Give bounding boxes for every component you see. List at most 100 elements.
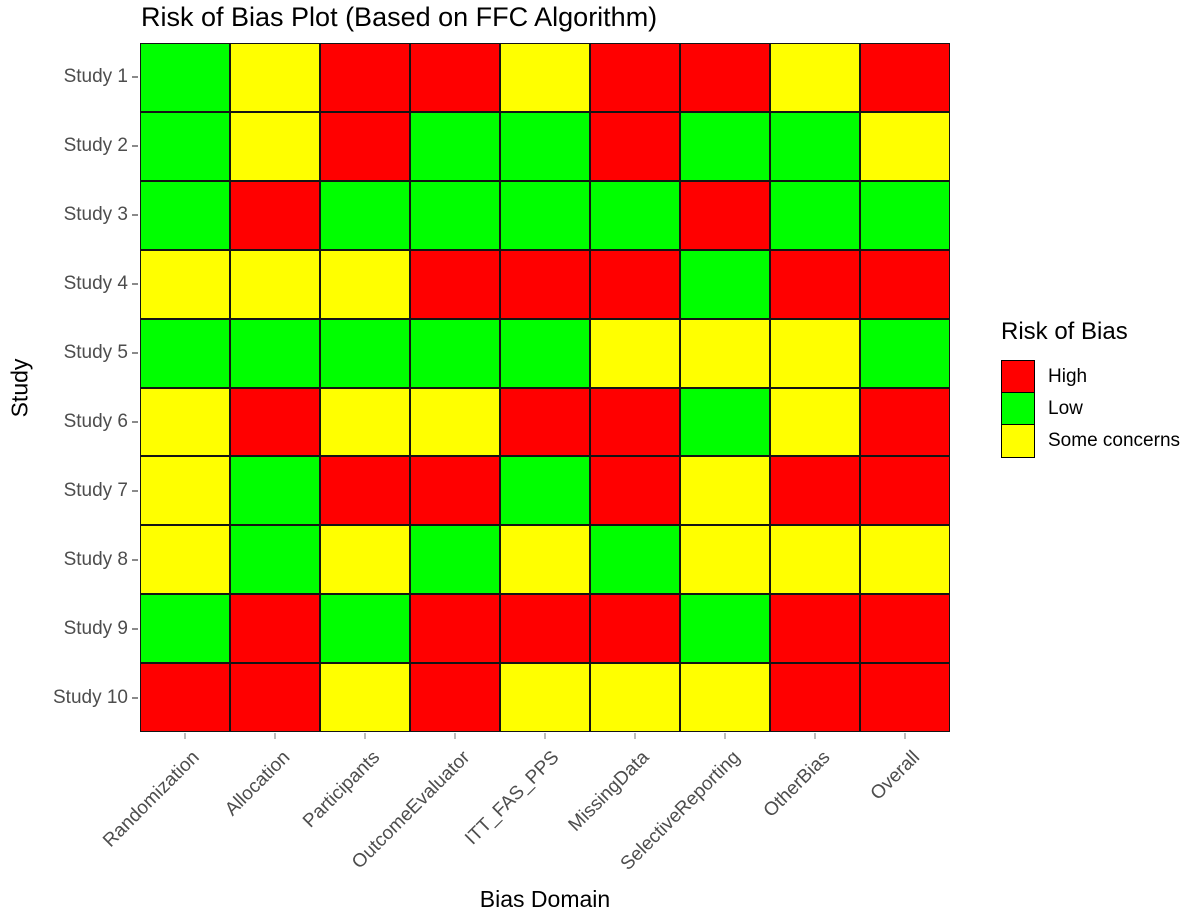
heatmap-cell bbox=[410, 180, 500, 250]
heatmap-cell bbox=[230, 318, 320, 388]
y-axis-tick bbox=[132, 145, 138, 148]
legend-title: Risk of Bias bbox=[1001, 318, 1128, 345]
legend-swatch-icon bbox=[1001, 423, 1035, 458]
plot-title: Risk of Bias Plot (Based on FFC Algorith… bbox=[141, 2, 658, 32]
y-tick-label: Study 10 bbox=[53, 686, 128, 708]
legend-entry: High bbox=[1001, 359, 1200, 394]
heatmap-cell bbox=[320, 456, 410, 526]
heatmap-cell bbox=[860, 594, 950, 664]
heatmap-cell bbox=[410, 43, 500, 112]
heatmap-cell bbox=[500, 525, 590, 595]
heatmap-cell bbox=[590, 456, 680, 526]
heatmap-cell bbox=[860, 180, 950, 250]
heatmap-cell bbox=[860, 456, 950, 526]
y-tick-label: Study 3 bbox=[63, 204, 128, 226]
y-tick-label: Study 8 bbox=[63, 548, 128, 570]
y-axis-tick-labels: Study 1 Study 2 Study 3 Study 4 Study 5 Study… bbox=[0, 43, 128, 732]
heatmap-cell bbox=[140, 180, 230, 250]
heatmap-cell bbox=[590, 318, 680, 388]
heatmap-cell bbox=[410, 663, 500, 732]
heatmap-cell bbox=[860, 43, 950, 112]
y-axis-tick bbox=[132, 420, 138, 423]
heatmap-cell bbox=[320, 525, 410, 595]
x-tick-label: ITT_FAS_PPS bbox=[461, 747, 564, 850]
heatmap-cell bbox=[230, 594, 320, 664]
heatmap-cell bbox=[770, 318, 860, 388]
heatmap-cell bbox=[230, 180, 320, 250]
legend-label: Low bbox=[1048, 397, 1083, 419]
x-axis-title: Bias Domain bbox=[479, 886, 611, 912]
heatmap-cell bbox=[230, 456, 320, 526]
y-tick-label: Study 4 bbox=[63, 273, 128, 295]
heatmap-cell bbox=[500, 249, 590, 319]
heatmap-cell bbox=[680, 525, 770, 595]
heatmap-cell bbox=[140, 249, 230, 319]
x-axis-tick bbox=[724, 733, 726, 739]
legend-entry: Some concerns bbox=[1001, 423, 1200, 458]
heatmap-cell bbox=[140, 318, 230, 388]
heatmap-cell bbox=[770, 594, 860, 664]
legend-swatch-icon bbox=[1001, 359, 1035, 394]
heatmap-cell bbox=[590, 43, 680, 112]
heatmap-cell bbox=[590, 525, 680, 595]
legend: Risk of Bias High Low Some concerns bbox=[1001, 318, 1200, 458]
x-axis-tick bbox=[904, 733, 906, 739]
legend-label: Some concerns bbox=[1048, 429, 1181, 451]
heatmap-cell bbox=[410, 456, 500, 526]
heatmap-cell bbox=[320, 249, 410, 319]
heatmap-cell bbox=[500, 387, 590, 457]
y-axis-tick bbox=[132, 352, 138, 355]
y-tick-label: Study 2 bbox=[63, 135, 128, 157]
heatmap-cell bbox=[230, 43, 320, 112]
x-tick-label: Randomization bbox=[99, 747, 204, 852]
heatmap-cell bbox=[140, 594, 230, 664]
heatmap-cell bbox=[770, 43, 860, 112]
heatmap-cell bbox=[770, 456, 860, 526]
x-axis-tick bbox=[184, 733, 186, 739]
y-tick-label: Study 6 bbox=[63, 410, 128, 432]
y-axis-tick bbox=[132, 558, 138, 561]
heatmap-cell bbox=[590, 387, 680, 457]
x-tick-label: Overall bbox=[866, 747, 924, 805]
y-tick-label: Study 1 bbox=[63, 66, 128, 88]
heatmap-cell bbox=[590, 663, 680, 732]
y-axis-tick bbox=[132, 489, 138, 492]
y-axis-tick bbox=[132, 283, 138, 286]
heatmap-cell bbox=[500, 43, 590, 112]
heatmap-cell bbox=[230, 387, 320, 457]
heatmap-cell bbox=[320, 387, 410, 457]
heatmap-cell bbox=[680, 180, 770, 250]
heatmap-cell bbox=[590, 180, 680, 250]
y-axis-tick bbox=[132, 627, 138, 630]
y-axis-tick bbox=[132, 214, 138, 217]
x-tick-label: Participants bbox=[298, 747, 384, 833]
heatmap-cell bbox=[140, 663, 230, 732]
heatmap-cell bbox=[320, 318, 410, 388]
heatmap-cell bbox=[860, 318, 950, 388]
heatmap-cell bbox=[680, 318, 770, 388]
heatmap-cell bbox=[410, 111, 500, 181]
heatmap-cell bbox=[140, 111, 230, 181]
y-axis-tick bbox=[132, 76, 138, 79]
heatmap-cell bbox=[230, 525, 320, 595]
heatmap-cell bbox=[680, 594, 770, 664]
heatmap-cell bbox=[680, 456, 770, 526]
heatmap-cell bbox=[680, 111, 770, 181]
x-axis-tick bbox=[814, 733, 816, 739]
heatmap-cell bbox=[230, 111, 320, 181]
x-tick-label: Allocation bbox=[220, 747, 294, 821]
x-axis-tick bbox=[544, 733, 546, 739]
heatmap-cell bbox=[320, 663, 410, 732]
heatmap-cell bbox=[590, 111, 680, 181]
heatmap-cell bbox=[410, 249, 500, 319]
heatmap-cell bbox=[410, 318, 500, 388]
x-tick-label: MissingData bbox=[565, 747, 654, 836]
heatmap-cell bbox=[770, 525, 860, 595]
legend-entries: High Low Some concerns bbox=[1001, 359, 1200, 458]
x-tick-label: OtherBias bbox=[759, 747, 834, 822]
heatmap-cell bbox=[140, 387, 230, 457]
x-axis-tick bbox=[274, 733, 276, 739]
heatmap-cell bbox=[410, 594, 500, 664]
y-tick-label: Study 9 bbox=[63, 617, 128, 639]
